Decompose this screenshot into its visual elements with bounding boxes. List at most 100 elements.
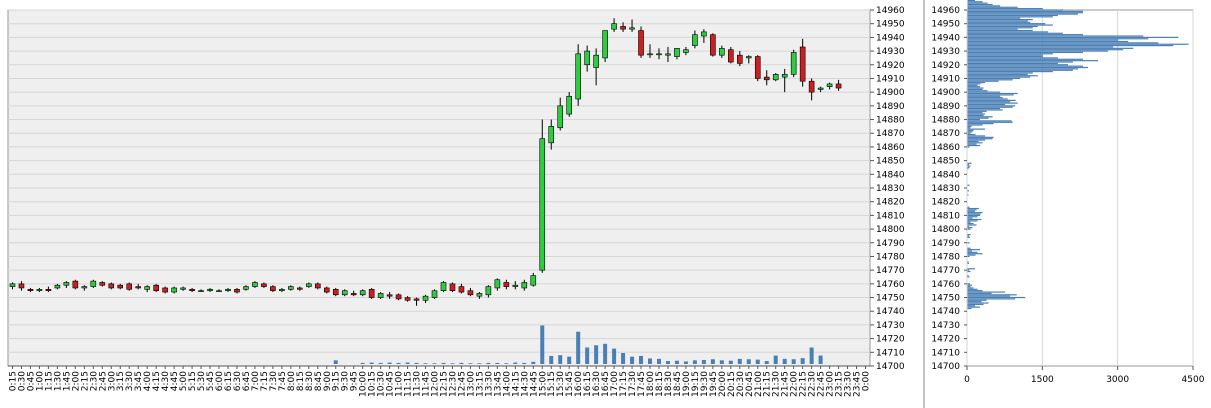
profile-bar <box>967 81 986 84</box>
volume-bar <box>567 356 572 364</box>
profile-bar <box>967 210 976 212</box>
profile-bar <box>967 27 1033 29</box>
volume-bar <box>441 362 446 364</box>
y-tick-label: 14700 <box>876 362 905 372</box>
volume-profile-chart: 0 1500 3000 4500 14700 14710 14720 14730 14740 14… <box>931 0 1205 385</box>
profile-bar <box>967 69 1073 71</box>
profile-bar <box>967 23 1046 25</box>
profile-bar <box>967 24 1053 26</box>
candle-body <box>288 286 294 290</box>
x-tick-label: 20:30 <box>736 371 746 397</box>
profile-y-tick-label: 14840 <box>931 170 960 180</box>
profile-bar <box>967 142 983 144</box>
profile-bar <box>967 290 983 292</box>
profile-bar <box>967 68 1078 70</box>
candle-body <box>557 105 564 129</box>
x-tick-label: 2:30 <box>89 371 99 391</box>
volume-bar <box>405 362 410 364</box>
profile-y-tick-label: 14800 <box>931 225 960 235</box>
y-tick-label: 14710 <box>876 348 905 358</box>
profile-bar <box>967 61 1073 63</box>
candle-body <box>63 282 70 286</box>
volume-bar <box>782 358 787 364</box>
x-tick-label: 15:00 <box>538 371 548 397</box>
candle-body <box>629 27 635 30</box>
profile-bar <box>967 88 983 91</box>
profile-bar <box>967 295 1011 297</box>
x-tick-label: 8:00 <box>287 371 297 391</box>
x-tick-label: 3:15 <box>116 371 126 391</box>
profile-bar <box>967 6 1018 8</box>
profile-bar <box>967 45 1174 47</box>
profile-y-tick-label: 14820 <box>931 198 960 208</box>
profile-y-tick-label: 14900 <box>931 88 960 98</box>
profile-bar <box>967 291 1006 293</box>
x-tick-label: 8:30 <box>305 371 315 391</box>
y-tick-label: 14930 <box>876 47 905 57</box>
profile-bar <box>967 217 973 219</box>
x-tick-label: 22:15 <box>799 371 809 397</box>
profile-bar <box>967 91 1001 93</box>
profile-bar <box>967 35 1144 37</box>
volume-bar <box>450 363 455 364</box>
profile-bar <box>967 144 981 147</box>
candle-body <box>81 286 88 289</box>
profile-bar <box>967 207 980 210</box>
x-tick-label: 20:45 <box>745 371 755 397</box>
profile-x-tick-label: 3000 <box>1106 375 1129 385</box>
x-tick-label: 1:30 <box>53 371 63 391</box>
y-tick-label: 14890 <box>876 102 905 112</box>
profile-x-tick-label: 4500 <box>1182 375 1205 385</box>
candle-body <box>171 287 177 293</box>
x-tick-label: 0:30 <box>17 371 27 391</box>
x-tick-label: 21:15 <box>763 371 773 397</box>
profile-bar <box>967 51 1084 54</box>
profile-bar <box>967 0 976 2</box>
x-tick-label: 19:30 <box>700 371 710 397</box>
profile-bar <box>967 66 1089 69</box>
profile-bar <box>967 36 1179 38</box>
volume-bar <box>369 362 374 364</box>
profile-bar <box>967 135 986 137</box>
x-tick-label: 19:45 <box>709 371 719 397</box>
x-tick-label: 9:30 <box>341 371 351 391</box>
volume-bar <box>648 358 653 364</box>
volume-bar <box>719 360 724 364</box>
volume-bar <box>531 361 536 364</box>
x-tick-label: 2:00 <box>71 371 81 391</box>
volume-bar <box>603 343 608 364</box>
candle-body <box>99 282 106 286</box>
profile-bar <box>967 131 973 133</box>
volume-bar <box>701 359 706 364</box>
profile-y-tick-label: 14810 <box>931 211 960 221</box>
candle-body <box>162 287 168 293</box>
x-tick-label: 9:00 <box>323 371 333 391</box>
profile-y-tick-label: 14730 <box>931 321 960 331</box>
x-tick-label: 14:45 <box>529 371 539 397</box>
x-tick-label: 0:00 <box>862 371 872 391</box>
volume-bar <box>818 355 823 364</box>
x-tick-label: 17:45 <box>637 371 647 397</box>
volume-bar <box>495 362 500 364</box>
volume-bar <box>513 362 518 364</box>
y-tick-label: 14740 <box>876 307 905 317</box>
profile-bar <box>967 95 1001 97</box>
y-tick-label: 14790 <box>876 239 905 249</box>
candle-body <box>395 294 402 300</box>
x-tick-label: 16:45 <box>601 371 611 397</box>
profile-bar <box>967 116 993 118</box>
x-tick-label: 2:15 <box>80 371 90 391</box>
profile-y-tick-label: 14710 <box>931 348 960 358</box>
profile-bar <box>967 306 981 308</box>
x-tick-label: 18:30 <box>664 371 674 397</box>
y-tick-label: 14900 <box>876 88 905 98</box>
profile-y-tick-label: 14890 <box>931 102 960 112</box>
candle-body <box>126 283 133 290</box>
x-tick-label: 15:45 <box>565 371 575 397</box>
profile-bar <box>967 13 1078 15</box>
x-tick-label: 9:15 <box>332 371 342 391</box>
profile-bar <box>967 128 986 130</box>
volume-bar <box>728 360 733 364</box>
y-tick-label: 14880 <box>876 116 905 126</box>
profile-bar <box>967 57 1058 59</box>
